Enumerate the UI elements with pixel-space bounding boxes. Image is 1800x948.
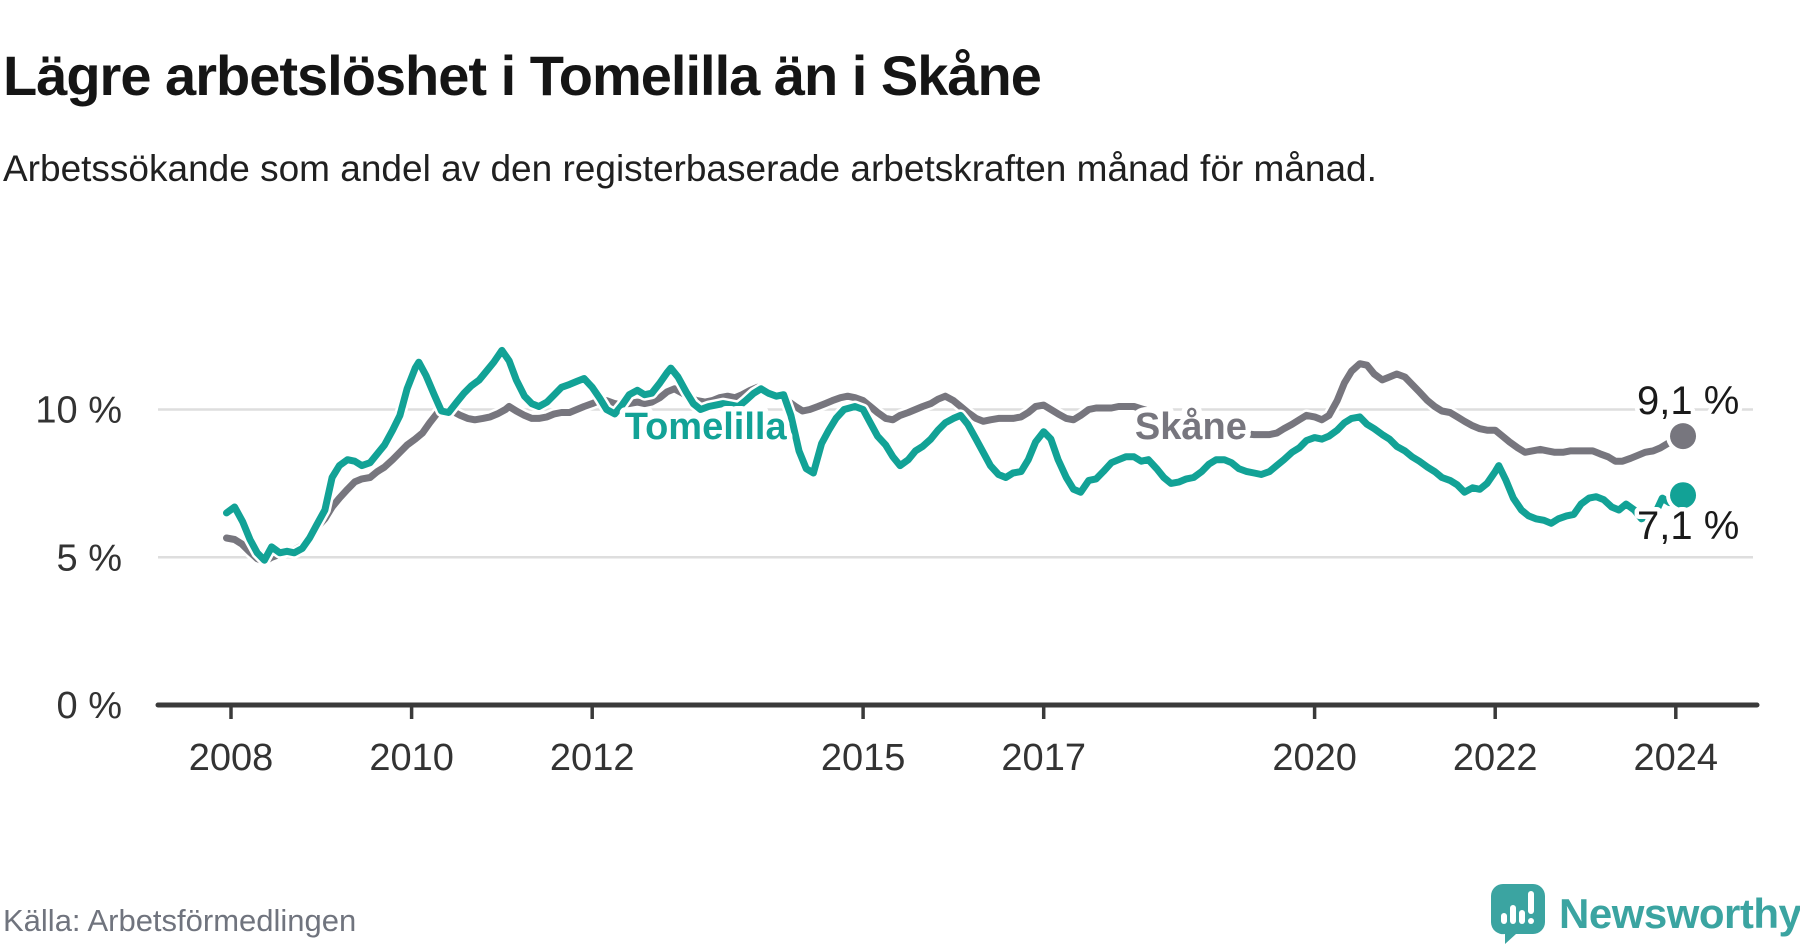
x-axis-tick-label: 2024 [1634, 737, 1719, 779]
end-dot-skåne [1670, 423, 1697, 450]
x-axis-tick-label: 2012 [550, 737, 635, 779]
chart-subtitle: Arbetssökande som andel av den registerb… [3, 148, 1377, 189]
newsworthy-logo: Newsworthy [1490, 882, 1800, 946]
series-halo-tomelilla [220, 344, 1689, 567]
x-axis-tick-label: 2008 [189, 737, 274, 779]
series-line-tomelilla [223, 346, 1687, 564]
y-axis-tick-label: 5 % [57, 537, 122, 579]
end-value-label-tomelilla: 7,1 % [1637, 504, 1739, 548]
y-axis-tick-label: 0 % [57, 685, 122, 727]
series-line-skåne [223, 360, 1687, 566]
chart-title: Lägre arbetslöshet i Tomelilla än i Skån… [3, 43, 1042, 107]
x-axis-tick-label: 2015 [821, 737, 906, 779]
series-label-tomelilla: Tomelilla [625, 406, 788, 448]
logo-wordmark: Newsworthy [1559, 890, 1800, 937]
x-axis-tick-label: 2017 [1001, 737, 1086, 779]
x-axis-tick-label: 2020 [1272, 737, 1357, 779]
source-note: Källa: Arbetsförmedlingen [3, 903, 357, 938]
series-halo-skåne [220, 357, 1689, 568]
x-axis-tick-label: 2010 [369, 737, 454, 779]
x-axis-tick-label: 2022 [1453, 737, 1538, 779]
end-dot-tomelilla [1670, 482, 1697, 509]
end-value-label-skåne: 9,1 % [1637, 379, 1739, 423]
y-axis-tick-label: 10 % [35, 390, 122, 432]
bar-chart-speech-bubble-icon [1490, 884, 1545, 944]
series-label-skåne: Skåne [1135, 406, 1247, 448]
